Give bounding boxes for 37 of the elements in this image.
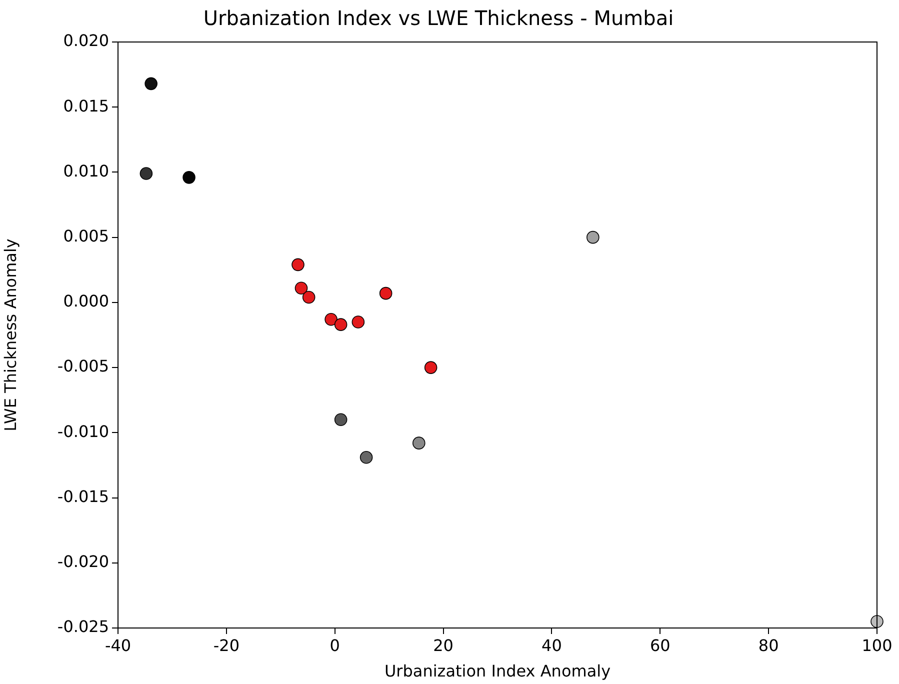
y-tick-label: -0.025 <box>57 617 109 636</box>
point <box>324 312 338 326</box>
chart-title: Urbanization Index vs LWE Thickness - Mumbai <box>203 6 674 30</box>
point <box>144 77 158 90</box>
point <box>182 171 196 184</box>
y-tick-label: -0.005 <box>57 356 109 376</box>
x-tick-label: -40 <box>104 636 132 655</box>
point <box>412 436 426 450</box>
point <box>302 290 316 304</box>
y-tick-label: -0.010 <box>57 422 109 441</box>
y-tick-label: 0.010 <box>63 161 109 180</box>
point <box>352 316 365 328</box>
point <box>424 361 438 374</box>
x-tick-label: 80 <box>758 636 779 655</box>
x-tick-label: 60 <box>650 636 670 655</box>
x-tick-label: -20 <box>213 636 240 655</box>
point <box>140 167 153 180</box>
x-tick-label: 100 <box>862 636 892 655</box>
y-tick-label: -0.015 <box>57 486 109 506</box>
y-axis-title: LWE Thickness Anomaly <box>0 238 20 432</box>
y-tick-label: 0.015 <box>63 96 109 116</box>
point <box>294 282 308 295</box>
point <box>334 413 348 426</box>
y-tick-label: 0.005 <box>63 226 109 246</box>
x-tick-label: 0 <box>330 636 340 655</box>
y-tick-label: 0.000 <box>63 292 109 311</box>
x-tick-label: 20 <box>433 636 454 655</box>
point <box>292 258 304 272</box>
point <box>870 615 884 628</box>
point <box>586 230 600 244</box>
point <box>334 318 348 331</box>
x-axis-title: Urbanization Index Anomaly <box>384 662 611 681</box>
y-tick-label: -0.020 <box>57 552 109 572</box>
y-tick-label: 0.020 <box>63 31 109 50</box>
x-tick-label: 40 <box>542 636 562 655</box>
point <box>379 286 392 300</box>
point <box>360 451 373 464</box>
